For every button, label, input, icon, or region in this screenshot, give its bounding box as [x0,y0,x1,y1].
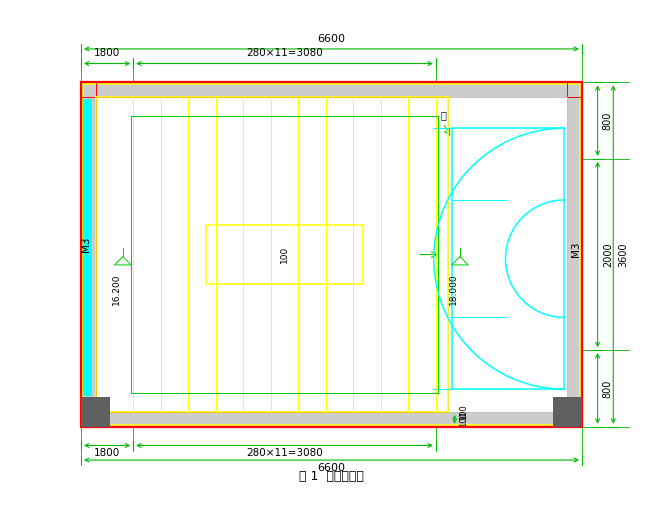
Text: 1800: 1800 [94,448,120,458]
Bar [568,82,582,427]
Text: 100: 100 [280,246,289,263]
Bar [81,82,95,427]
Text: M3: M3 [82,236,91,252]
Text: 16.200: 16.200 [112,273,121,305]
Bar [81,82,582,427]
Text: 280×11=3080: 280×11=3080 [246,48,323,59]
Text: 280×11=3080: 280×11=3080 [246,448,323,458]
Text: 1800: 1800 [94,48,120,59]
Text: 下: 下 [440,110,446,120]
Text: 800: 800 [603,379,613,398]
Text: 800: 800 [603,111,613,130]
Text: 18.000: 18.000 [450,273,458,305]
Text: 6600: 6600 [318,34,345,44]
Text: 图 1  楼梯平面图: 图 1 楼梯平面图 [299,470,364,483]
Bar [81,412,582,427]
Bar [81,82,582,97]
Text: 100: 100 [459,411,468,427]
Text: 3600: 3600 [619,242,629,267]
Text: M3: M3 [571,242,581,257]
Bar [206,224,363,285]
Text: 6600: 6600 [318,463,345,472]
Bar [553,398,582,427]
Bar [83,99,91,395]
Text: 100: 100 [459,404,468,420]
Text: 2000: 2000 [603,242,613,267]
Bar [81,398,110,427]
